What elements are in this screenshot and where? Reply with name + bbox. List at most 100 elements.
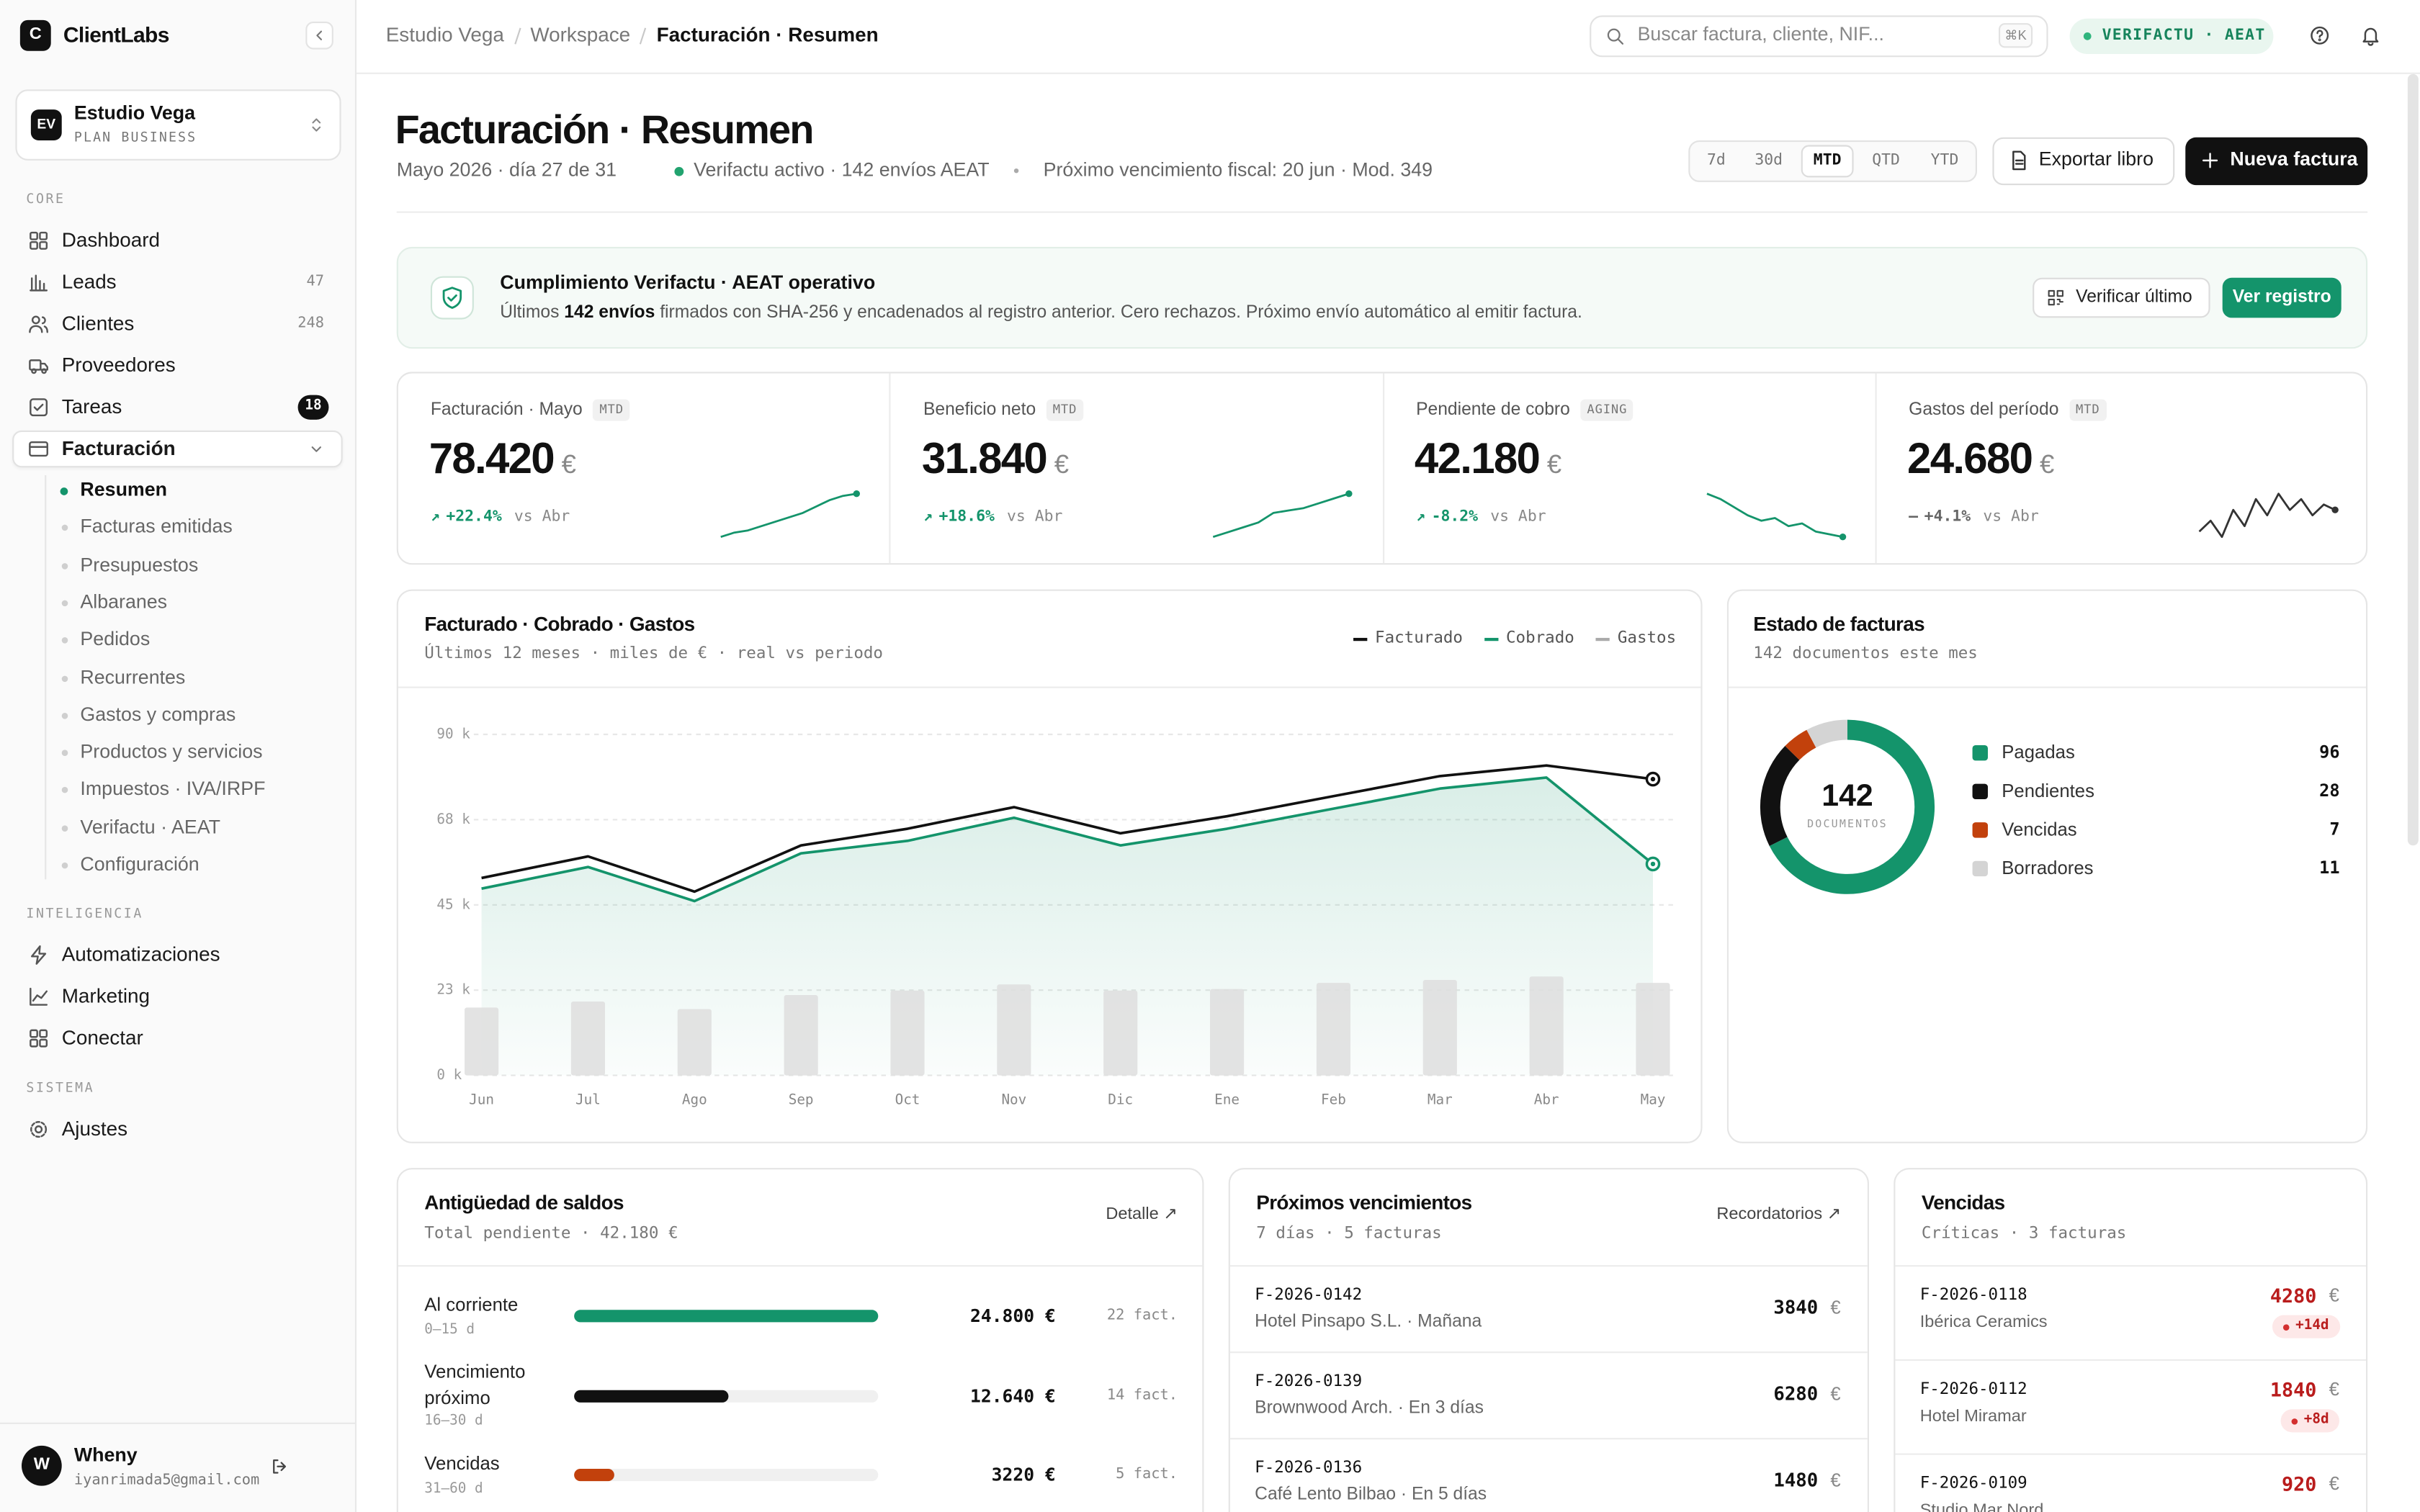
- invoice-client: Café Lento Bilbao · En 5 días: [1255, 1485, 1487, 1504]
- legend-label: Borradores: [2002, 857, 2094, 879]
- kpi-tag: MTD: [1047, 400, 1083, 421]
- nav-item[interactable]: [12, 430, 343, 468]
- icon-part: [29, 316, 48, 333]
- card-subtitle: Total pendiente · 42.180 €: [424, 1224, 678, 1243]
- submenu-item[interactable]: Productos y servicios: [80, 741, 263, 763]
- invoice-row[interactable]: [1230, 1353, 1868, 1438]
- icon-shape: [2012, 150, 2026, 171]
- divider: [396, 211, 2368, 213]
- collapse-button[interactable]: [305, 22, 333, 50]
- submenu-dot: [61, 525, 68, 531]
- range-option[interactable]: 7d: [1706, 151, 1726, 169]
- invoice-client: Studio Mar Nord: [1919, 1501, 2044, 1512]
- icon-part: [447, 294, 457, 302]
- log-button[interactable]: [2222, 277, 2341, 318]
- invoice-amount: 1480: [1773, 1470, 1819, 1492]
- kpi-value: 24.680: [1907, 434, 2033, 482]
- icon: [2202, 153, 2218, 168]
- kpi-unit: €: [1546, 449, 1562, 480]
- card-link[interactable]: Recordatorios ↗: [1716, 1205, 1842, 1224]
- kpi-compare: vs Abr: [1007, 508, 1063, 526]
- breadcrumb-item[interactable]: Workspace: [530, 22, 631, 47]
- card-link[interactable]: Detalle ↗: [1106, 1205, 1178, 1224]
- range-active: [1801, 145, 1854, 178]
- workspace-initials: EV: [37, 116, 56, 132]
- breadcrumb-item[interactable]: Estudio Vega: [385, 22, 504, 47]
- shortcut-key: [1999, 23, 2033, 48]
- icon-part: [2048, 298, 2055, 306]
- x-tick-label: May: [1641, 1091, 1666, 1107]
- kpi-tag: AGING: [1580, 400, 1634, 421]
- invoice-id: F-2026-0139: [1255, 1372, 1363, 1391]
- kpi-value: 42.180: [1414, 434, 1541, 482]
- submenu-item[interactable]: Recurrentes: [80, 666, 186, 688]
- kpi-header: Pendiente de cobro AGING: [1416, 400, 1634, 422]
- submenu-item[interactable]: Configuración: [80, 853, 200, 876]
- kpi-header: Facturación · Mayo MTD: [431, 400, 630, 422]
- submenu-item[interactable]: Verifactu · AEAT: [80, 816, 220, 838]
- bar: [574, 1468, 614, 1482]
- banner-text-part: firmados con SHA-256 y encadenados al re…: [655, 303, 1582, 323]
- invoice-id: F-2026-0109: [1919, 1474, 2027, 1493]
- icon-part: [30, 1029, 38, 1038]
- kpi-trend-icon: —: [1909, 508, 1919, 526]
- submenu-item[interactable]: Presupuestos: [80, 553, 199, 575]
- card-title: Antigüedad de saldos: [424, 1191, 624, 1215]
- range-option[interactable]: 30d: [1754, 151, 1783, 169]
- search-box[interactable]: [1590, 15, 2048, 58]
- range-option[interactable]: QTD: [1872, 151, 1900, 169]
- workspace-switcher[interactable]: [15, 89, 341, 161]
- x-tick-label: Sep: [789, 1091, 814, 1107]
- legend-swatch: [1484, 637, 1499, 641]
- status-dot: [2083, 32, 2092, 40]
- submenu-item[interactable]: Albaranes: [80, 590, 168, 613]
- icon-part: [39, 1038, 48, 1048]
- icon-part: [1607, 28, 1621, 42]
- icon-part: [35, 1125, 43, 1134]
- user-initial: W: [33, 1454, 50, 1474]
- divider: [1729, 686, 2366, 688]
- bar: [1103, 990, 1138, 1076]
- verify-button[interactable]: [2033, 277, 2210, 318]
- range-option[interactable]: YTD: [1930, 151, 1959, 169]
- legend-item: Gastos: [1595, 629, 1676, 649]
- range-option[interactable]: MTD: [1813, 151, 1842, 169]
- sparkline-line: [2198, 492, 2336, 539]
- submenu-item[interactable]: Impuestos · IVA/IRPF: [80, 778, 266, 801]
- workspace-name: Estudio Vega: [73, 102, 196, 124]
- aging-range: 0–15 d: [424, 1323, 475, 1338]
- icon-shape: [273, 1459, 287, 1474]
- late-dot: [2282, 1323, 2290, 1331]
- submenu-item[interactable]: Pedidos: [80, 628, 151, 650]
- icon-part: [312, 118, 321, 132]
- icon: [1607, 28, 1624, 45]
- icon-part: [2311, 26, 2329, 45]
- invoice-amount: 1840: [2269, 1377, 2317, 1402]
- kpi-delta-row: ↗ +22.4% vs Abr: [431, 509, 570, 528]
- breadcrumb-item[interactable]: Facturación · Resumen: [656, 22, 879, 47]
- icon-shape: [29, 359, 48, 374]
- sidebar: [0, 0, 357, 1512]
- kpi-label: Gastos del período: [1909, 400, 2059, 420]
- legend-swatch: [1353, 637, 1368, 641]
- submenu-item[interactable]: Gastos y compras: [80, 703, 236, 726]
- fiscal-deadline: Próximo vencimiento fiscal: 20 jun · Mod…: [1043, 159, 1433, 181]
- invoice-id: F-2026-0112: [1919, 1380, 2027, 1399]
- user-avatar: [22, 1445, 62, 1486]
- bar: [1422, 979, 1457, 1076]
- legend-value: 11: [2319, 858, 2340, 878]
- late-label: +14d: [2295, 1318, 2329, 1334]
- icon-shape: [30, 398, 48, 417]
- scrollbar: [2407, 73, 2419, 846]
- aging-count: 22 fact.: [1106, 1307, 1178, 1324]
- icon-shape: [30, 231, 48, 250]
- invoice-row[interactable]: [1230, 1266, 1868, 1351]
- aging-label: Vencidas: [424, 1452, 500, 1475]
- kpi-header: Gastos del período MTD: [1909, 400, 2107, 422]
- x-tick-label: Nov: [1001, 1091, 1026, 1107]
- area: [481, 777, 1653, 1076]
- submenu-item[interactable]: Facturas emitidas: [80, 516, 233, 538]
- icon-shape: [1607, 28, 1624, 45]
- sparkline-end: [853, 490, 860, 498]
- submenu-item[interactable]: Resumen: [80, 478, 168, 500]
